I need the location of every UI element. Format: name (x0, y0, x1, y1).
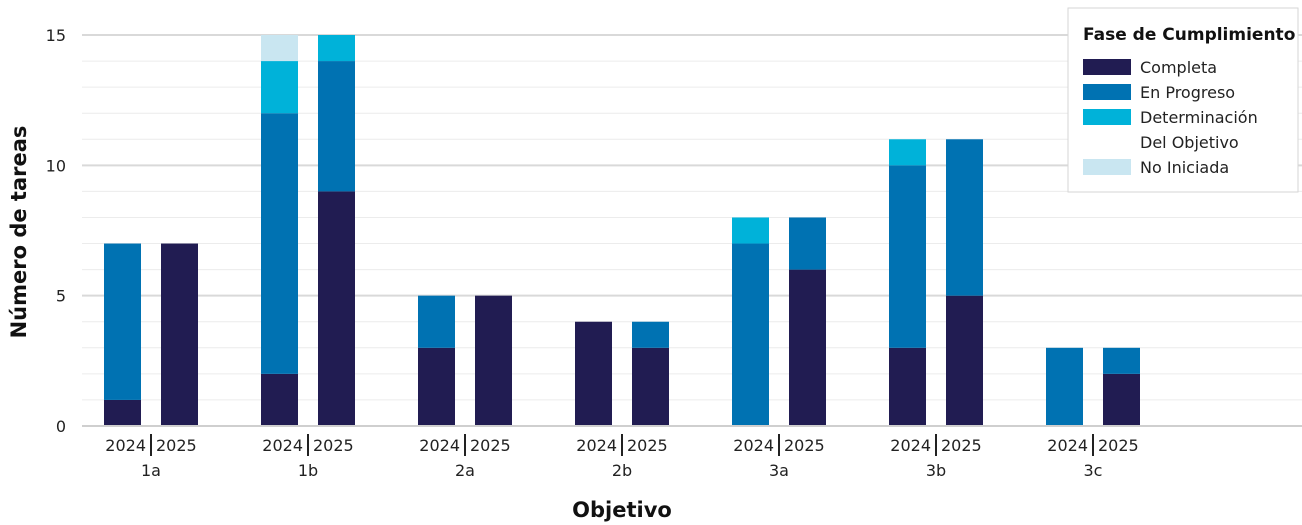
x-subcategory-label: 2025 (941, 436, 982, 455)
legend-items: Completa En Progreso Determinación Del Obje… (1083, 58, 1258, 177)
legend-swatch (1083, 84, 1131, 100)
y-axis-ticks: 0 5 10 15 (46, 26, 66, 436)
y-tick-label: 5 (56, 287, 66, 306)
bar-segment (889, 165, 926, 348)
x-subcategory-label: 2025 (470, 436, 511, 455)
legend-swatch (1083, 59, 1131, 75)
bar-segment (889, 347, 926, 426)
x-category-label: 3a (769, 461, 789, 480)
x-category-label: 2a (455, 461, 475, 480)
bar-segment (789, 217, 826, 270)
x-subcategory-label: 2025 (156, 436, 197, 455)
bar-segment (104, 243, 141, 400)
x-subcategory-label: 2025 (1098, 436, 1139, 455)
bar-segment (732, 217, 769, 244)
x-subcategory-label: 2025 (627, 436, 668, 455)
bar-segment (632, 347, 669, 426)
x-category-label: 1b (298, 461, 318, 480)
bar-segment (789, 269, 826, 426)
x-category-label: 1a (141, 461, 161, 480)
legend-label: En Progreso (1140, 83, 1235, 102)
legend-swatch (1083, 159, 1131, 175)
bar-segment (418, 295, 455, 348)
bar-segment (261, 35, 298, 62)
bar-segment (318, 35, 355, 62)
x-subcategory-label: 2024 (890, 436, 931, 455)
legend-title: Fase de Cumplimiento (1083, 25, 1295, 45)
bar-segment (261, 373, 298, 426)
legend-label: Determinación (1140, 108, 1258, 127)
bar-segment (946, 139, 983, 296)
y-tick-label: 0 (56, 417, 66, 436)
bar-segment (475, 295, 512, 426)
y-tick-label: 15 (46, 26, 66, 45)
x-axis-ticks: 2024 2025 1a 2024 2025 1b 2024 2025 2a 2024 2025 2b… (105, 434, 1139, 480)
bar-segment (889, 139, 926, 166)
x-subcategory-label: 2024 (262, 436, 303, 455)
bar-segment (632, 321, 669, 348)
bar-segment (418, 347, 455, 426)
bars (104, 35, 1140, 426)
y-tick-label: 10 (46, 156, 66, 175)
x-subcategory-label: 2025 (313, 436, 354, 455)
bar-segment (161, 243, 198, 426)
bar-segment (261, 61, 298, 114)
bar-segment (261, 113, 298, 374)
x-subcategory-label: 2024 (1047, 436, 1088, 455)
x-subcategory-label: 2024 (733, 436, 774, 455)
x-category-label: 3b (926, 461, 946, 480)
bar-segment (1103, 347, 1140, 374)
x-axis-title: Objetivo (572, 498, 672, 522)
bar-segment (104, 399, 141, 426)
legend-swatch (1083, 109, 1131, 125)
bar-segment (318, 191, 355, 426)
bar-segment (575, 321, 612, 426)
bar-segment (946, 295, 983, 426)
x-subcategory-label: 2024 (105, 436, 146, 455)
y-axis-title: Número de tareas (7, 126, 31, 339)
legend-label: No Iniciada (1140, 158, 1229, 177)
legend-label: Del Objetivo (1140, 133, 1239, 152)
bar-segment (1103, 373, 1140, 426)
x-category-label: 2b (612, 461, 632, 480)
bar-segment (318, 61, 355, 192)
legend-label: Completa (1140, 58, 1217, 77)
legend: Fase de Cumplimiento Completa En Progreso… (1067, 7, 1299, 193)
bar-segment (732, 243, 769, 426)
x-subcategory-label: 2024 (576, 436, 617, 455)
bar-segment (1046, 347, 1083, 426)
x-subcategory-label: 2024 (419, 436, 460, 455)
x-category-label: 3c (1084, 461, 1103, 480)
x-subcategory-label: 2025 (784, 436, 825, 455)
